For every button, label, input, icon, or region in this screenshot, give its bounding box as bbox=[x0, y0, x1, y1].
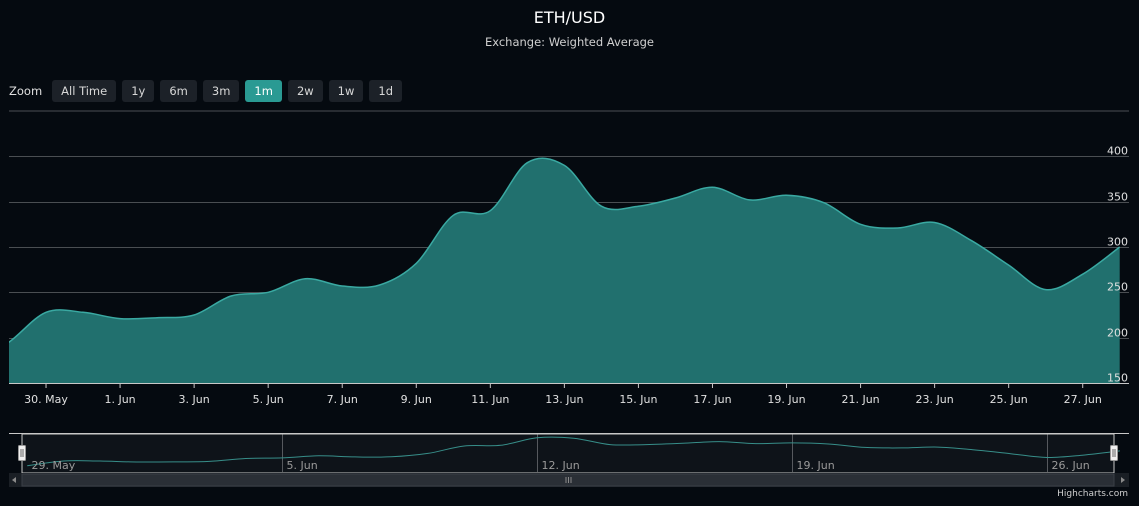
price-area bbox=[9, 158, 1120, 383]
navigator-tick-label: 29. May bbox=[32, 459, 76, 472]
navigator[interactable]: 29. May 5. Jun 12. Jun 19. Jun 26. Jun bbox=[9, 433, 1129, 488]
navigator-right-handle[interactable] bbox=[1110, 445, 1118, 461]
x-tick-label: 1. Jun bbox=[104, 393, 135, 406]
chart-title: ETH/USD bbox=[533, 8, 606, 27]
zoom-bar: Zoom All Time 1y 6m 3m 1m 2w 1w 1d bbox=[9, 80, 408, 102]
x-tick-label: 21. Jun bbox=[841, 393, 879, 406]
scroll-left-arrow-icon[interactable] bbox=[12, 477, 16, 483]
x-tick-label: 3. Jun bbox=[179, 393, 210, 406]
y-tick-label: 150 bbox=[1107, 372, 1128, 385]
x-tick-label: 7. Jun bbox=[327, 393, 358, 406]
x-tick-label: 30. May bbox=[24, 393, 68, 406]
y-tick-label: 300 bbox=[1107, 236, 1128, 249]
y-tick-label: 200 bbox=[1107, 327, 1128, 340]
navigator-tick-label: 5. Jun bbox=[287, 459, 318, 472]
scroll-right-arrow-icon[interactable] bbox=[1121, 477, 1125, 483]
x-tick-label: 11. Jun bbox=[471, 393, 509, 406]
y-tick-label: 350 bbox=[1107, 191, 1128, 204]
x-tick-label: 27. Jun bbox=[1064, 393, 1102, 406]
y-tick-label: 400 bbox=[1107, 145, 1128, 158]
navigator-series bbox=[27, 436, 1120, 467]
scrollbar-grip-icon bbox=[565, 477, 572, 483]
zoom-button-3m[interactable]: 3m bbox=[202, 80, 240, 102]
chart-subtitle: Exchange: Weighted Average bbox=[484, 35, 655, 49]
price-line bbox=[9, 157, 1121, 344]
zoom-button-1y[interactable]: 1y bbox=[122, 80, 155, 102]
x-tick-label: 25. Jun bbox=[990, 393, 1028, 406]
zoom-label: Zoom bbox=[9, 84, 43, 98]
scrollbar[interactable] bbox=[9, 473, 1129, 487]
zoom-button-2w[interactable]: 2w bbox=[287, 80, 323, 102]
navigator-tick-label: 12. Jun bbox=[542, 459, 580, 472]
x-tick-label: 5. Jun bbox=[253, 393, 284, 406]
x-tick-label: 23. Jun bbox=[916, 393, 954, 406]
navigator-labels: 29. May 5. Jun 12. Jun 19. Jun 26. Jun bbox=[32, 459, 1090, 472]
y-tick-label: 250 bbox=[1107, 281, 1128, 294]
zoom-button-1w[interactable]: 1w bbox=[328, 80, 364, 102]
x-tick-label: 19. Jun bbox=[767, 393, 805, 406]
x-axis-labels: 30. May 1. Jun 3. Jun 5. Jun 7. Jun 9. Jun 11.… bbox=[24, 383, 1102, 406]
x-tick-label: 15. Jun bbox=[619, 393, 657, 406]
zoom-button-6m[interactable]: 6m bbox=[160, 80, 197, 102]
zoom-button-1m[interactable]: 1m bbox=[245, 80, 282, 102]
zoom-button-all-time[interactable]: All Time bbox=[52, 80, 117, 102]
navigator-tick-label: 26. Jun bbox=[1052, 459, 1090, 472]
navigator-grid bbox=[282, 434, 1048, 472]
navigator-selected-range[interactable] bbox=[21, 433, 1115, 474]
navigator-left-handle[interactable] bbox=[18, 445, 26, 461]
y-axis-labels: 150 200 250 300 350 400 bbox=[1107, 145, 1128, 385]
x-tick-label: 9. Jun bbox=[401, 393, 432, 406]
navigator-tick-label: 19. Jun bbox=[797, 459, 835, 472]
x-tick-label: 13. Jun bbox=[545, 393, 583, 406]
highcharts-credit[interactable]: Highcharts.com bbox=[1057, 489, 1128, 499]
x-tick-label: 17. Jun bbox=[693, 393, 731, 406]
zoom-button-1d[interactable]: 1d bbox=[369, 80, 403, 102]
